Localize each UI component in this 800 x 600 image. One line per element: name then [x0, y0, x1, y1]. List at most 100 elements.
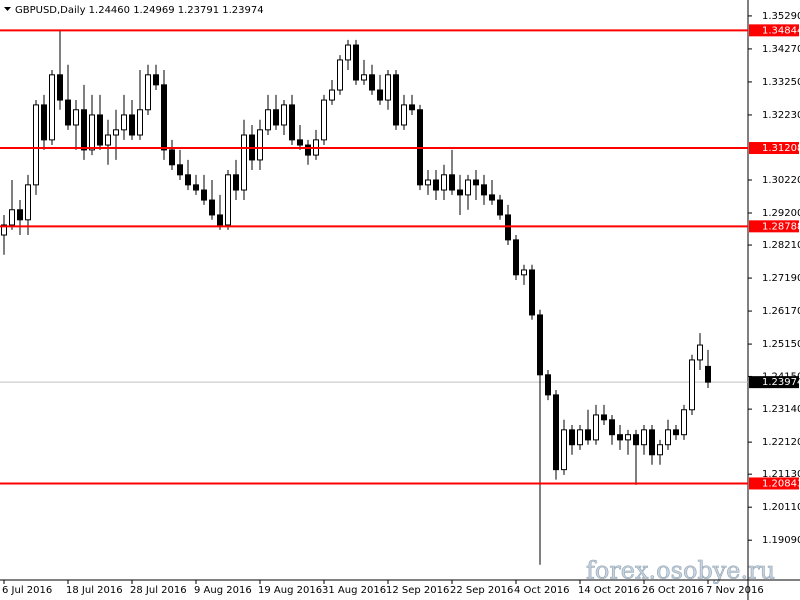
candle-body — [497, 199, 503, 216]
candle-body — [489, 194, 495, 201]
y-tick-label: 1.33250 — [762, 77, 800, 88]
candle-body — [113, 129, 119, 136]
candle-body — [369, 74, 375, 91]
y-tick-label: 1.30220 — [762, 175, 800, 186]
y-tick-label: 1.20110 — [762, 502, 800, 513]
current-price-bg — [749, 376, 799, 389]
candle-body — [305, 144, 311, 156]
level-label-bg — [749, 220, 799, 233]
candle-body — [449, 174, 455, 191]
candle-body — [353, 44, 359, 81]
candle-body — [361, 74, 367, 81]
candle-body — [609, 419, 615, 436]
candle-body — [505, 214, 511, 241]
candle-body — [441, 174, 447, 191]
candle-body — [97, 114, 103, 146]
y-tick-label: 1.27190 — [762, 273, 800, 284]
candle-body — [201, 189, 207, 201]
menu-icon[interactable] — [4, 7, 11, 11]
candle-body — [625, 434, 631, 441]
candle-body — [121, 114, 127, 131]
level-label: 1.28788 — [762, 221, 800, 232]
candle-body — [177, 164, 183, 176]
y-tick-label: 1.35290 — [762, 11, 800, 22]
y-tick-label: 1.22120 — [762, 437, 800, 448]
candle-body — [169, 149, 175, 166]
candle-body — [345, 44, 351, 61]
candle-body — [273, 109, 279, 126]
candle-body — [145, 74, 151, 111]
candle-body — [377, 89, 383, 101]
candle-body — [233, 174, 239, 191]
candle-body — [473, 179, 479, 186]
candle-body — [41, 104, 47, 141]
candle-body — [209, 199, 215, 216]
candle-body — [465, 179, 471, 196]
candle-body — [649, 429, 655, 456]
candle-body — [521, 269, 527, 276]
candle-body — [409, 104, 415, 111]
level-label-bg — [749, 142, 799, 155]
candle-body — [513, 239, 519, 276]
x-tick-label: 22 Sep 2016 — [450, 585, 513, 596]
y-tick-label: 1.26170 — [762, 306, 800, 317]
y-tick-label: 1.21130 — [762, 469, 800, 480]
candle-body — [529, 269, 535, 316]
candle-body — [161, 84, 167, 151]
level-label-bg — [749, 24, 799, 37]
candle-body — [241, 134, 247, 191]
y-tick-label: 1.28210 — [762, 240, 800, 251]
candle-body — [657, 444, 663, 456]
candle-body — [705, 365, 711, 383]
candle-body — [561, 429, 567, 471]
candle-body — [65, 99, 71, 126]
candle-body — [673, 429, 679, 436]
candle-body — [49, 74, 55, 141]
candle-body — [153, 74, 159, 86]
candle-body — [537, 314, 543, 376]
candle-body — [425, 179, 431, 186]
candle-body — [641, 429, 647, 446]
candle-body — [33, 104, 39, 186]
y-tick-label: 1.25150 — [762, 339, 800, 350]
candle-body — [433, 179, 439, 191]
candle-body — [1, 224, 7, 236]
y-tick-label: 1.32230 — [762, 110, 800, 121]
x-tick-label: 9 Aug 2016 — [194, 585, 252, 596]
candle-body — [25, 184, 31, 221]
y-tick-label: 1.34270 — [762, 44, 800, 55]
candle-body — [601, 414, 607, 421]
candle-body — [217, 214, 223, 226]
candle-body — [281, 104, 287, 126]
level-label-bg — [749, 477, 799, 490]
x-tick-label: 4 Oct 2016 — [514, 585, 569, 596]
candle-body — [321, 99, 327, 141]
candle-body — [57, 74, 63, 101]
candle-body — [393, 74, 399, 126]
y-tick-label: 1.23140 — [762, 404, 800, 415]
candle-body — [329, 89, 335, 101]
candle-body — [81, 109, 87, 151]
candle-body — [185, 174, 191, 186]
x-tick-label: 14 Oct 2016 — [578, 585, 640, 596]
chart-title: GBPUSD,Daily 1.24460 1.24969 1.23791 1.2… — [15, 5, 264, 16]
candle-body — [697, 344, 703, 361]
level-label: 1.20843 — [762, 478, 800, 489]
candle-body — [225, 174, 231, 226]
candle-body — [689, 359, 695, 411]
candle-body — [137, 109, 143, 136]
candle-body — [585, 429, 591, 441]
candle-body — [385, 74, 391, 101]
candle-body — [337, 59, 343, 91]
level-label: 1.34844 — [762, 25, 800, 36]
x-tick-label: 31 Aug 2016 — [322, 585, 386, 596]
candle-body — [569, 429, 575, 446]
candle-body — [545, 374, 551, 396]
x-tick-label: 6 Jul 2016 — [2, 585, 52, 596]
candle-body — [89, 114, 95, 151]
x-tick-label: 19 Aug 2016 — [258, 585, 322, 596]
current-price-label: 1.23974 — [762, 377, 800, 388]
candle-body — [265, 109, 271, 131]
x-tick-label: 7 Nov 2016 — [706, 585, 764, 596]
